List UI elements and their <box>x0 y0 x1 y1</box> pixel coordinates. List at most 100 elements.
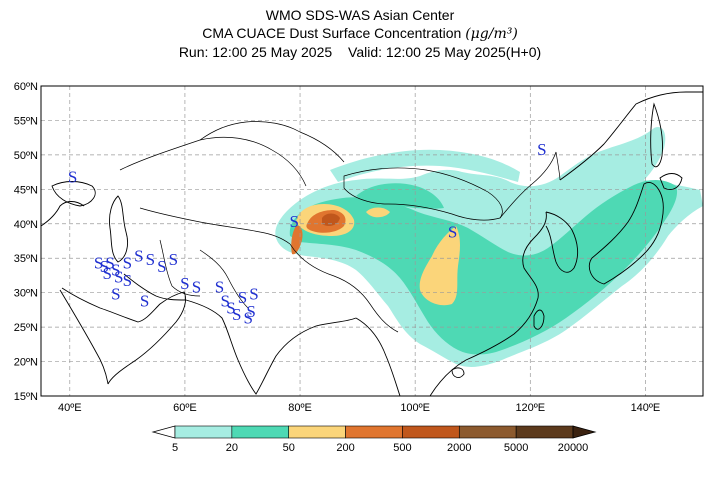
colorbar-under-arrow <box>151 425 176 439</box>
dust-report-symbol: S <box>140 291 149 310</box>
dust-band-50-200-gobi <box>366 207 390 218</box>
title-line-3: Run: 12:00 25 May 2025 Valid: 12:00 25 M… <box>0 43 720 61</box>
title-unit: (μg/m³) <box>465 26 518 42</box>
title-line-1: WMO SDS-WAS Asian Center <box>265 7 455 23</box>
gridlines <box>41 86 703 396</box>
colorbar-segment <box>515 425 574 439</box>
coastline-taiwan <box>533 309 545 330</box>
title-product: CMA CUACE Dust Surface Concentration <box>202 25 462 41</box>
lat-label: 15ºN <box>14 391 38 403</box>
lat-label: 25ºN <box>14 322 38 334</box>
colorbar-segment <box>402 425 460 439</box>
dust-report-symbol: S <box>290 212 299 231</box>
dust-report-symbol: S <box>94 254 103 273</box>
dust-report-symbol: S <box>169 250 178 269</box>
coastlines-and-borders <box>41 91 703 396</box>
colorbar-segment <box>458 425 517 439</box>
colorbar: 5 20 50 200 500 2000 5000 20000 <box>151 425 597 454</box>
border-iran-afghanistan <box>159 239 201 297</box>
colorbar-over-arrow <box>572 425 597 439</box>
lon-label: 140ºE <box>631 402 661 414</box>
dust-band-200-500-tail <box>291 225 303 255</box>
lat-label: 55ºN <box>14 115 38 127</box>
colorbar-label: 20000 <box>558 442 589 454</box>
coastline-mediterranean <box>41 201 85 227</box>
coastline-persian-gulf <box>123 273 187 301</box>
lat-label: 60ºN <box>14 81 38 93</box>
dust-report-symbol: S <box>114 267 123 286</box>
lon-label: 60ºE <box>173 402 197 414</box>
dust-report-symbol: S <box>123 271 132 290</box>
dust-band-5-20-arc <box>330 149 520 182</box>
lat-label: 35ºN <box>14 253 38 265</box>
coastline-china <box>429 211 547 396</box>
dust-report-symbol: S <box>123 254 132 273</box>
dust-report-symbol: S <box>100 257 109 276</box>
dust-report-symbol: S <box>180 274 189 293</box>
coastline-korea <box>545 211 579 273</box>
lat-label: 30ºN <box>14 288 38 300</box>
coastline-caspian <box>109 195 129 263</box>
dust-report-symbol: S <box>192 278 201 297</box>
dust-report-symbol: S <box>232 305 241 324</box>
dust-report-symbol: S <box>249 285 258 304</box>
border-central-asia <box>139 207 291 245</box>
border-russia-south <box>199 121 345 163</box>
title-block: WMO SDS-WAS Asian Center CMA CUACE Dust … <box>0 6 720 61</box>
lon-label: 80ºE <box>288 402 312 414</box>
lat-label: 50ºN <box>14 150 38 162</box>
lat-label: 45ºN <box>14 184 38 196</box>
dust-report-symbol: S <box>105 254 114 273</box>
dust-report-symbol: S <box>134 247 143 266</box>
lon-label: 100ºE <box>400 402 430 414</box>
colorbar-label: 5 <box>172 442 178 454</box>
coastline-sakhalin <box>650 102 663 168</box>
coastline-black-sea <box>51 181 96 207</box>
valid-time: Valid: 12:00 25 May 2025(H+0) <box>348 44 542 60</box>
coastline-hainan <box>451 367 465 378</box>
dust-band-50-200-north-china <box>419 226 460 306</box>
lon-label: 120ºE <box>515 402 545 414</box>
border-china-north <box>499 151 561 219</box>
dust-report-symbol: S <box>68 167 77 186</box>
dust-report-symbol: S <box>111 285 120 304</box>
border-kazakhstan <box>119 136 307 187</box>
title-line-2: CMA CUACE Dust Surface Concentration (μg… <box>0 24 720 43</box>
dust-report-symbol: S <box>111 260 120 279</box>
dust-report-symbol: S <box>102 264 111 283</box>
coastline-hokkaido <box>659 173 683 190</box>
coastline-arabia <box>61 287 187 385</box>
dust-report-symbol: S <box>157 257 166 276</box>
colorbar-label: 200 <box>336 442 354 454</box>
lon-label: 40ºE <box>58 402 82 414</box>
longitude-labels: 40ºE 60ºE 80ºE 100ºE 120ºE 140ºE <box>58 402 660 414</box>
border-pakistan <box>199 249 249 309</box>
dust-report-symbol: S <box>244 309 253 328</box>
dust-report-symbol: S <box>146 250 155 269</box>
lat-label: 40ºN <box>14 219 38 231</box>
dust-band-500-2000 <box>322 213 340 226</box>
coastline-india <box>185 299 357 395</box>
dust-report-symbol: S <box>238 288 247 307</box>
dust-band-20-50-korea <box>596 225 642 260</box>
dust-report-symbol: S <box>215 278 224 297</box>
colorbar-label: 20 <box>226 442 238 454</box>
map-frame <box>40 85 704 397</box>
border-china-west <box>289 243 399 333</box>
dust-report-symbol: S <box>246 302 255 321</box>
colorbar-segment <box>231 425 290 439</box>
coastline-red-sea <box>59 289 109 385</box>
coastline-japan <box>588 181 664 285</box>
dust-report-symbol: S <box>220 291 229 310</box>
colorbar-segment <box>288 425 346 439</box>
colorbar-segment <box>174 425 233 439</box>
colorbar-label: 5000 <box>504 442 528 454</box>
dust-report-symbol: S <box>226 298 235 317</box>
dust-report-symbol: S <box>537 140 546 159</box>
colorbar-label: 2000 <box>447 442 471 454</box>
run-time: Run: 12:00 25 May 2025 <box>178 44 333 60</box>
dust-report-symbol: S <box>448 223 457 242</box>
coastline-russia-east <box>559 91 703 181</box>
